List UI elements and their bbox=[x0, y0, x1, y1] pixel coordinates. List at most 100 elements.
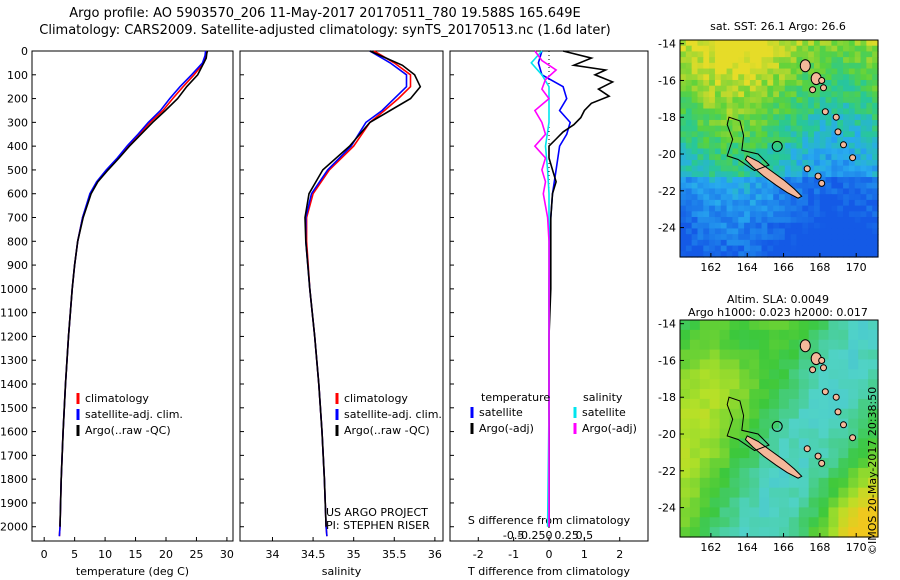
sst-map-cell bbox=[843, 91, 850, 98]
sst-map-cell bbox=[720, 57, 728, 64]
sst-map-cell bbox=[860, 74, 867, 81]
sst-map-cell bbox=[680, 205, 687, 212]
sla-map-cell bbox=[719, 329, 731, 341]
sla-map-cell bbox=[858, 408, 869, 420]
sst-map-cell bbox=[680, 57, 687, 64]
sla-map-cell bbox=[808, 428, 820, 439]
sla-map-lon-label: 168 bbox=[809, 541, 830, 554]
sst-map-cell bbox=[685, 251, 693, 258]
sla-map-cell bbox=[868, 438, 879, 449]
sst-map-cell bbox=[767, 228, 774, 235]
sla-map-cell bbox=[709, 477, 721, 489]
sst-map-cell bbox=[732, 199, 739, 207]
sst-map-cell bbox=[709, 74, 716, 81]
sla-map-cell bbox=[788, 477, 800, 489]
sst-map-cell bbox=[854, 142, 862, 150]
sst-map-cell bbox=[819, 51, 827, 58]
sst-map-cell bbox=[767, 40, 774, 47]
sst-map-cell bbox=[714, 142, 722, 150]
salinity-x-tick-label: 36 bbox=[428, 548, 442, 561]
sst-map-cell bbox=[813, 234, 821, 241]
sst-map-cell bbox=[703, 57, 710, 64]
sla-map-cell bbox=[788, 487, 800, 499]
sst-map-cell bbox=[691, 125, 699, 132]
sst-map-cell bbox=[755, 142, 763, 150]
sst-map-cell bbox=[732, 182, 739, 190]
sla-map-cell bbox=[858, 428, 869, 439]
sst-map-cell bbox=[703, 91, 710, 98]
sla-map-cell bbox=[868, 389, 879, 400]
sst-map-cell bbox=[813, 85, 821, 92]
sst-map-cell bbox=[837, 245, 844, 252]
sst-map-cell bbox=[808, 131, 815, 138]
sst-map-cell bbox=[697, 159, 704, 167]
sst-map-cell bbox=[685, 188, 693, 195]
sst-map-cell bbox=[796, 165, 803, 172]
sst-map-cell bbox=[796, 57, 803, 64]
sst-map-cell bbox=[819, 234, 827, 241]
sst-map-cell bbox=[755, 40, 763, 47]
sst-map-cell bbox=[773, 119, 780, 127]
depth-tick-label: 1800 bbox=[0, 473, 28, 486]
difference-t-x-tick-label: 1 bbox=[581, 548, 588, 561]
sst-map-cell bbox=[738, 234, 745, 241]
sla-map-cell bbox=[699, 487, 711, 499]
sst-map-cell bbox=[825, 40, 833, 47]
sst-map-cell bbox=[860, 234, 867, 241]
sst-map-cell bbox=[813, 199, 821, 207]
sst-map-cell bbox=[720, 205, 728, 212]
sla-map-cell bbox=[729, 517, 740, 528]
depth-tick-label: 1600 bbox=[0, 426, 28, 439]
sst-map-cell bbox=[825, 45, 833, 53]
sst-map-cell bbox=[831, 85, 838, 92]
sla-map-cell bbox=[739, 477, 750, 489]
sst-map-cell bbox=[860, 194, 867, 201]
sst-map-cell bbox=[860, 62, 867, 70]
sst-map-cell bbox=[848, 239, 856, 247]
sst-map-cell bbox=[808, 45, 815, 53]
credit-line1: US ARGO PROJECT bbox=[326, 506, 428, 519]
sla-map-cell bbox=[729, 389, 740, 400]
sst-map-cell bbox=[790, 114, 798, 121]
sla-map-cell bbox=[689, 497, 701, 509]
sst-map-cell bbox=[749, 137, 757, 144]
sst-map-cell bbox=[703, 182, 710, 190]
sla-map-cell bbox=[828, 467, 839, 479]
sst-map-cell bbox=[685, 199, 693, 207]
sla-map-cell bbox=[868, 349, 879, 361]
sst-map-cell bbox=[854, 188, 862, 195]
sst-map-cell bbox=[860, 188, 867, 195]
sst-map-cell bbox=[843, 108, 850, 115]
sst-map-cell bbox=[790, 251, 798, 258]
sst-map-cell bbox=[872, 142, 879, 150]
sst-map-cell bbox=[691, 177, 699, 184]
sst-map-cell bbox=[703, 245, 710, 252]
sla-map-cell bbox=[788, 438, 800, 449]
sst-map-cell bbox=[726, 125, 734, 132]
sst-map-cell bbox=[779, 85, 786, 92]
sst-map-cell bbox=[720, 234, 728, 241]
sst-map-cell bbox=[790, 154, 798, 161]
sla-map-cell bbox=[689, 458, 701, 469]
sst-map-cell bbox=[773, 57, 780, 64]
sst-map-cell bbox=[691, 74, 699, 81]
sst-map-cell bbox=[837, 251, 844, 258]
sla-map-cell bbox=[709, 448, 721, 459]
sst-map-cell bbox=[831, 188, 838, 195]
sst-map-island bbox=[809, 86, 817, 94]
sst-map-cell bbox=[691, 199, 699, 207]
sst-map-cell bbox=[848, 131, 856, 138]
sst-map-cell bbox=[738, 131, 745, 138]
sst-map-cell bbox=[755, 234, 763, 241]
sst-map-cell bbox=[808, 51, 815, 58]
sst-map-cell bbox=[848, 45, 856, 53]
sst-map-cell bbox=[714, 159, 722, 167]
sla-map-cell bbox=[699, 517, 711, 528]
sst-map-cell bbox=[837, 40, 844, 47]
sst-map-cell bbox=[714, 188, 722, 195]
sst-map-cell bbox=[703, 154, 710, 161]
sst-map-cell bbox=[866, 114, 873, 121]
sst-map-cell bbox=[854, 234, 862, 241]
sst-map-cell bbox=[808, 159, 815, 167]
